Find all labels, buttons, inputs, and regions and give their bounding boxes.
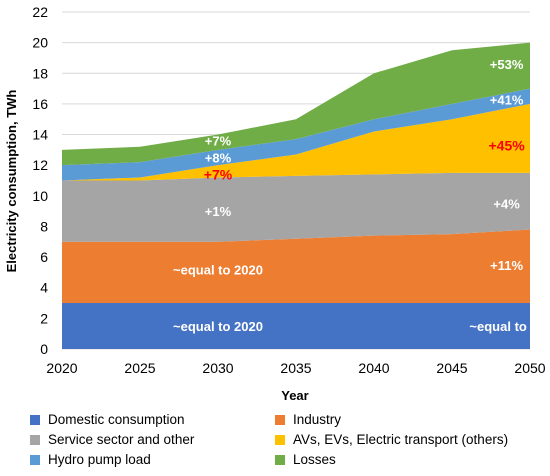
- legend-swatch: [275, 434, 285, 445]
- legend-label: Losses: [293, 452, 336, 467]
- area-hydro-pump-load: [62, 88, 530, 181]
- y-tick-label: 4: [40, 280, 48, 296]
- area-service-sector-and-other: [62, 172, 530, 242]
- annotations: ~equal to 2020 ~equal to 2020 ~equal to 20…: [173, 57, 550, 334]
- x-tick-label: 2045: [436, 360, 467, 376]
- x-tick-label: 2040: [358, 360, 389, 376]
- legend-label: Industry: [293, 412, 342, 427]
- y-tick-label: 12: [32, 157, 48, 173]
- legend-label: Domestic consumption: [48, 412, 185, 427]
- area-avs-evs-electric-transport-others: [62, 103, 530, 181]
- y-tick-label: 0: [40, 341, 48, 357]
- y-tick-label: 10: [32, 188, 48, 204]
- annotation-label: +8%: [205, 151, 232, 166]
- annotation-label: +45%: [488, 137, 525, 153]
- annotation-label: ~equal to 2020: [469, 319, 550, 334]
- annotation-label: +41%: [490, 92, 524, 107]
- y-tick-label: 20: [32, 35, 48, 51]
- y-tick-label: 22: [32, 4, 48, 20]
- legend-swatch: [275, 414, 285, 425]
- legend-swatch: [275, 454, 285, 465]
- y-tick-label: 8: [40, 218, 48, 234]
- annotation-label: +4%: [493, 196, 520, 211]
- x-tick-label: 2025: [124, 360, 155, 376]
- legend-item: Losses: [275, 452, 336, 467]
- chart: ~equal to 2020 ~equal to 2020 ~equal to 20…: [4, 4, 550, 403]
- annotation-label: +1%: [205, 204, 232, 219]
- annotation-label: +7%: [205, 134, 232, 149]
- legend-label: Hydro pump load: [48, 452, 151, 467]
- area-industry: [62, 229, 530, 304]
- legend-item: Service sector and other: [30, 432, 194, 447]
- annotation-label: ~equal to 2020: [173, 319, 263, 334]
- annotation-label: +53%: [490, 57, 524, 72]
- y-tick-label: 14: [32, 127, 48, 143]
- x-tick-label: 2035: [280, 360, 311, 376]
- x-axis-ticks: 2020 2025 2030 2035 2040 2045 2050: [46, 360, 545, 376]
- legend-item: Hydro pump load: [30, 452, 151, 467]
- legend-label: Service sector and other: [48, 432, 195, 447]
- area-domestic-consumption: [62, 303, 530, 349]
- y-axis-title: Electricity consumption, TWh: [4, 90, 19, 273]
- x-tick-label: 2020: [46, 360, 77, 376]
- legend-swatch: [30, 454, 40, 465]
- annotation-label: ~equal to 2020: [173, 262, 263, 277]
- annotation-label: +7%: [204, 166, 233, 182]
- area-losses: [62, 42, 530, 166]
- y-axis-ticks: 0 2 4 6 8 10 12 14 16 18 20 22: [32, 4, 48, 357]
- y-tick-label: 6: [40, 249, 48, 265]
- legend-item: Industry: [275, 412, 341, 427]
- y-tick-label: 2: [40, 310, 48, 326]
- legend-swatch: [30, 434, 40, 445]
- x-axis-title: Year: [281, 388, 308, 403]
- legend-item: Domestic consumption: [30, 412, 185, 427]
- y-tick-label: 18: [32, 65, 48, 81]
- x-tick-label: 2030: [202, 360, 233, 376]
- y-tick-label: 16: [32, 96, 48, 112]
- legend-label: AVs, EVs, Electric transport (others): [293, 432, 509, 447]
- x-tick-label: 2050: [514, 360, 545, 376]
- annotation-label: +11%: [490, 258, 523, 273]
- legend-swatch: [30, 414, 40, 425]
- area-series: [62, 42, 530, 349]
- legend-item: AVs, EVs, Electric transport (others): [275, 432, 508, 447]
